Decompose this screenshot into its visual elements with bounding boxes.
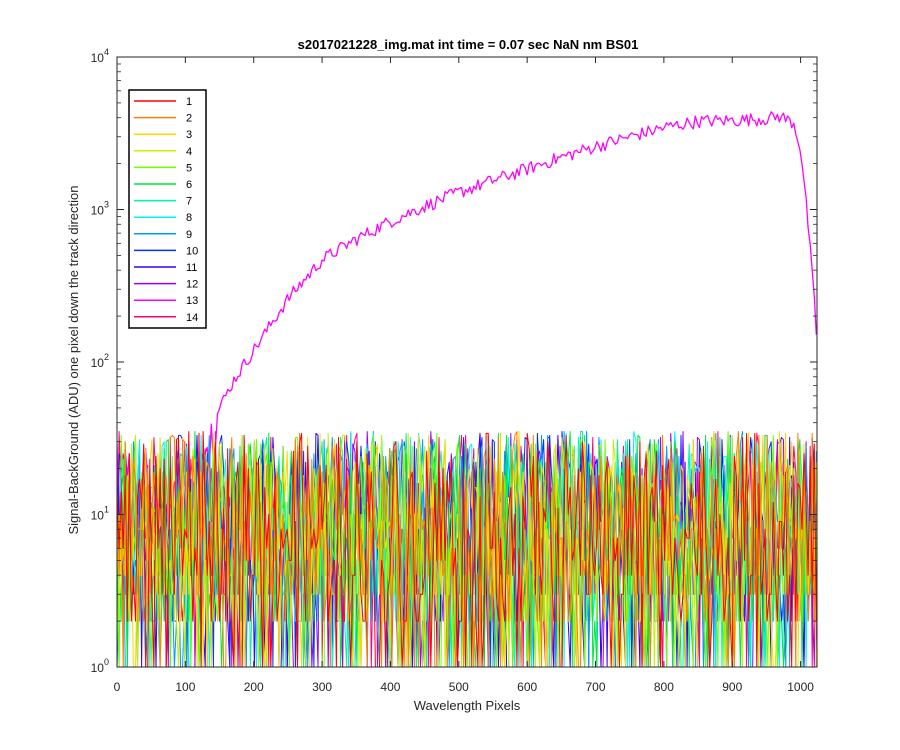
y-axis-label: Signal-BackGround (ADU) one pixel down t… <box>66 185 81 534</box>
x-tick-label: 600 <box>517 680 537 694</box>
legend-label-10: 10 <box>186 245 198 257</box>
x-tick-label: 100 <box>175 680 195 694</box>
legend-label-11: 11 <box>186 262 197 274</box>
x-tick-label: 400 <box>380 680 400 694</box>
legend-label-7: 7 <box>186 196 192 208</box>
legend-label-9: 9 <box>186 229 192 241</box>
legend-label-5: 5 <box>186 162 192 174</box>
y-tick-label: 103 <box>91 200 109 218</box>
y-tick-label: 101 <box>91 505 109 523</box>
x-axis-label: Wavelength Pixels <box>414 698 521 713</box>
legend-label-1: 1 <box>186 96 192 108</box>
legend-label-13: 13 <box>186 295 198 307</box>
series-line-13 <box>117 111 817 550</box>
x-tick-label: 800 <box>654 680 674 694</box>
legend-label-6: 6 <box>186 179 192 191</box>
y-tick-label: 104 <box>91 47 109 65</box>
x-axis: 0 100 200 300 400 500 600 700 800 900 1000 <box>114 57 814 694</box>
legend-label-8: 8 <box>186 212 192 224</box>
x-tick-label: 900 <box>722 680 742 694</box>
legend-label-2: 2 <box>186 113 192 125</box>
series-line-14 <box>117 431 817 667</box>
y-tick-label: 102 <box>91 352 109 370</box>
legend-label-3: 3 <box>186 129 192 141</box>
x-tick-label: 700 <box>586 680 606 694</box>
x-tick-label: 200 <box>244 680 264 694</box>
x-tick-label: 300 <box>312 680 332 694</box>
legend-box <box>128 89 207 329</box>
x-tick-label: 0 <box>114 680 121 694</box>
y-tick-label: 100 <box>91 657 109 675</box>
chart-title: s2017021228_img.mat int time = 0.07 sec … <box>298 37 639 52</box>
legend-label-14: 14 <box>186 312 198 324</box>
x-tick-label: 1000 <box>787 680 814 694</box>
series-layer <box>117 111 817 667</box>
legend-label-12: 12 <box>186 279 198 291</box>
series-line-1 <box>117 431 817 667</box>
series-line-2 <box>117 431 817 667</box>
x-tick-label: 500 <box>449 680 469 694</box>
plot-area <box>116 56 818 668</box>
legend-label-4: 4 <box>186 146 192 158</box>
